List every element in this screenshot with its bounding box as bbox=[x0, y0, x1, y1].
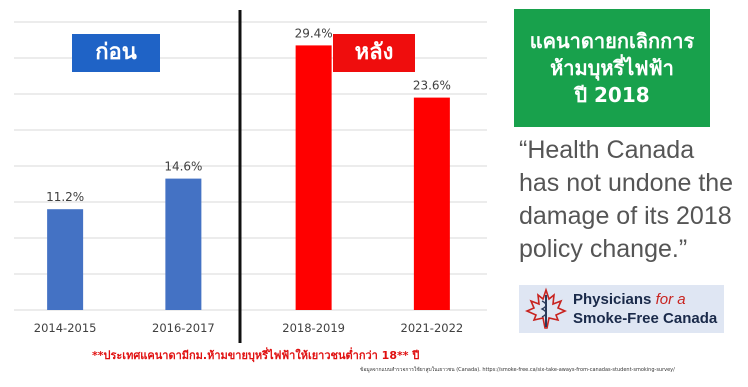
footnote: **ประเทศแคนาดามีกม.ห้ามขายบุหรี่ไฟฟ้าให้… bbox=[92, 349, 420, 362]
title-box: แคนาดายกเลิกการ ห้ามบุหรี่ไฟฟ้า ปี 2018 bbox=[514, 9, 710, 127]
bar bbox=[165, 178, 202, 310]
title-line: แคนาดายกเลิกการ bbox=[529, 28, 695, 53]
data-label: 29.4% bbox=[295, 26, 333, 40]
x-tick-label: 2014-2015 bbox=[34, 321, 97, 335]
organization-logo: Physicians for a Smoke-Free Canada bbox=[519, 285, 724, 333]
bar bbox=[47, 209, 84, 310]
quote-text: “Health Canada has not undone the damage… bbox=[519, 136, 734, 263]
chart-canvas: 11.2% 2014-2015 14.6% 2016-2017 29.4% 2018-20… bbox=[14, 10, 487, 343]
x-tick-label: 2016-2017 bbox=[152, 321, 215, 335]
logo-line-2: Smoke-Free Canada bbox=[573, 310, 718, 327]
title-line: ปี 2018 bbox=[574, 82, 650, 107]
logo-text: Physicians bbox=[573, 291, 652, 308]
data-label: 11.2% bbox=[46, 190, 84, 204]
before-label: ก่อน bbox=[72, 34, 160, 72]
x-tick-label: 2018-2019 bbox=[282, 321, 345, 335]
title-line: ห้ามบุหรี่ไฟฟ้า bbox=[550, 55, 674, 80]
source-citation: ข้อมูลจากแบบสำรวจการใช้ยาสูบในเยาวชน (Ca… bbox=[360, 367, 675, 373]
data-label: 23.6% bbox=[413, 79, 451, 93]
logo-text-italic: for a bbox=[655, 291, 686, 308]
maple-leaf-icon bbox=[525, 287, 567, 329]
x-tick-label: 2021-2022 bbox=[401, 321, 464, 335]
bar bbox=[413, 97, 450, 310]
bar bbox=[295, 45, 332, 311]
bar-chart: 11.2% 2014-2015 14.6% 2016-2017 29.4% 2018-20… bbox=[14, 10, 487, 343]
after-label: หลัง bbox=[333, 34, 415, 72]
logo-line-1: Physicians for a bbox=[573, 291, 686, 308]
data-label: 14.6% bbox=[164, 160, 202, 174]
